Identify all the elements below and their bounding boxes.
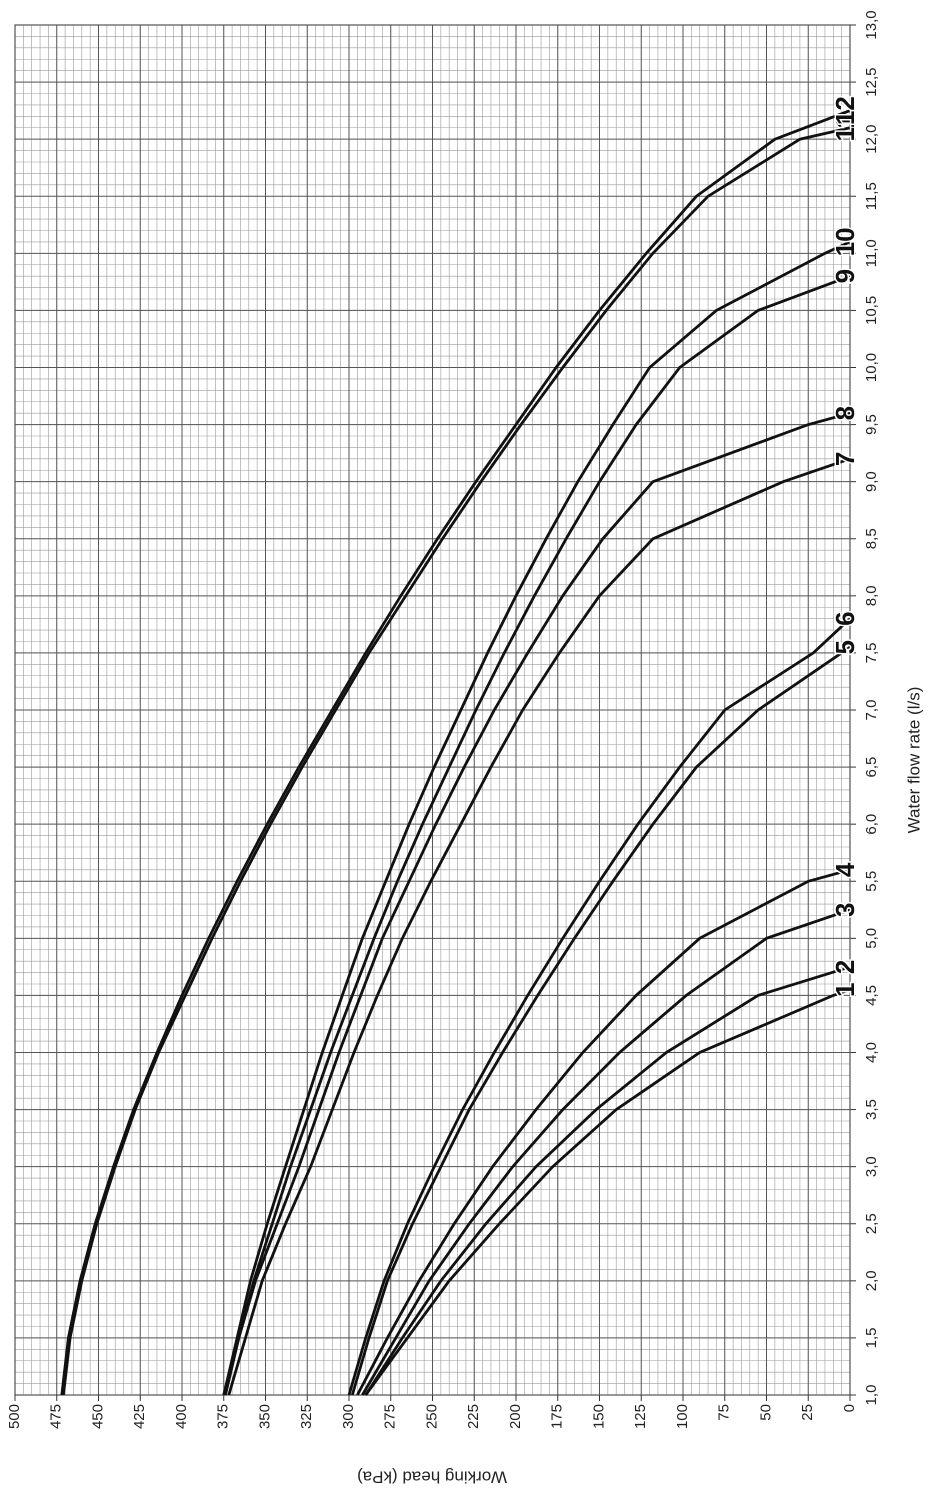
curve [364,965,851,1396]
curve-label: 4 [830,862,860,877]
x-tick-label: 5,5 [863,871,880,892]
y-tick-label: 425 [131,1404,148,1429]
curve-label: 6 [830,611,860,625]
curve-label: 12 [830,96,860,125]
x-tick-label: 4,0 [863,1042,880,1063]
y-axis-title: Working head (kPa) [357,1468,507,1487]
x-tick-label: 3,5 [863,1099,880,1120]
curves [60,109,851,1396]
curve [222,240,851,1396]
x-tick-label: 6,5 [863,757,880,778]
curve [224,411,851,1396]
x-tick-label: 2,0 [863,1270,880,1291]
x-tick-label: 9,5 [863,414,880,435]
y-tick-label: 175 [549,1404,566,1429]
curve-label: 3 [830,903,860,917]
x-tick-label: 3,0 [863,1156,880,1177]
y-tick-label: 375 [215,1404,232,1429]
x-axis-title: Water flow rate (l/s) [904,687,923,834]
y-tick-label: 350 [256,1404,273,1429]
x-tick-label: 6,0 [863,814,880,835]
curve-label: 2 [830,960,860,974]
x-tick-label: 10,0 [863,353,880,382]
curve [227,457,851,1396]
x-tick-label: 7,5 [863,642,880,663]
x-tick-label: 1,5 [863,1327,880,1348]
curve [350,646,851,1396]
y-tick-label: 500 [6,1404,23,1429]
curve [60,109,851,1396]
curve [222,274,851,1396]
y-tick-label: 100 [674,1404,691,1429]
curve [361,908,851,1396]
x-tick-label: 8,0 [863,585,880,606]
y-tick-label: 325 [298,1404,315,1429]
y-tick-label: 250 [423,1404,440,1429]
curve-label: 1 [830,982,860,996]
y-tick-label: 275 [382,1404,399,1429]
curve-label: 7 [830,452,860,466]
curve-label: 9 [830,269,860,283]
curve [347,617,851,1396]
y-tick-label: 200 [507,1404,524,1429]
curve-label: 5 [830,640,860,654]
x-tick-label: 13,0 [863,10,880,39]
x-tick-label: 7,0 [863,700,880,721]
y-tick-label: 300 [340,1404,357,1429]
curve-label: 11 [830,114,860,142]
y-tick-label: 25 [799,1404,816,1421]
curve-label: 10 [830,227,860,256]
curve [364,988,851,1396]
x-tick-label: 4,5 [863,985,880,1006]
x-tick-label: 10,5 [863,296,880,325]
x-tick-label: 11,0 [863,239,880,267]
curve [62,126,851,1396]
y-tick-label: 475 [48,1404,65,1429]
x-tick-label: 12,0 [863,125,880,154]
y-tick-label: 400 [173,1404,190,1429]
curve-label: 8 [830,406,860,420]
y-tick-label: 0 [841,1404,858,1412]
x-tick-label: 2,5 [863,1213,880,1234]
y-tick-label: 150 [590,1404,607,1429]
y-tick-label: 50 [757,1404,774,1421]
y-tick-label: 125 [632,1404,649,1429]
x-tick-label: 5,0 [863,928,880,949]
x-tick-label: 12,5 [863,67,880,96]
y-tick-label: 450 [89,1404,106,1429]
x-tick-label: 11,5 [863,182,880,210]
x-tick-label: 9,0 [863,471,880,492]
y-tick-label: 75 [716,1404,733,1421]
curve [356,868,851,1396]
x-tick-label: 8,5 [863,528,880,549]
grid [14,24,856,1401]
y-tick-label: 225 [465,1404,482,1429]
x-tick-label: 1,0 [863,1385,880,1406]
